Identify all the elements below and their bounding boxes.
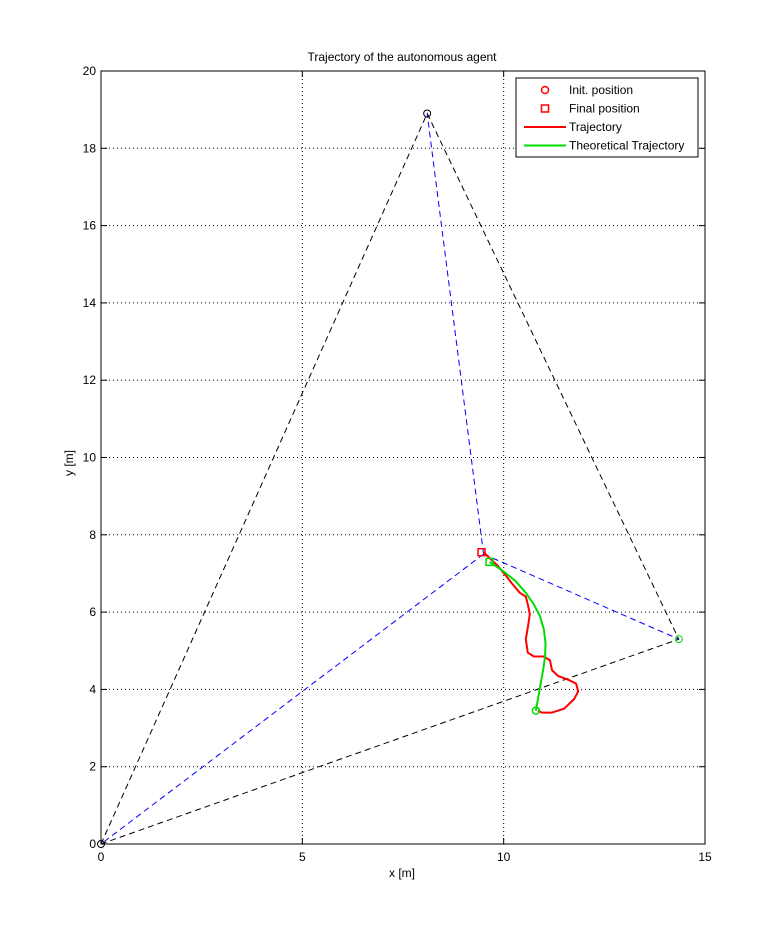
anchor-top	[423, 109, 432, 118]
range-line	[426, 113, 485, 555]
y-tick-label: 16	[83, 219, 97, 233]
y-tick-label: 0	[89, 837, 96, 851]
trajectory-line	[482, 551, 580, 714]
anchor-triangle	[100, 112, 680, 845]
axes	[100, 70, 706, 845]
chart-title: Trajectory of the autonomous agent	[308, 50, 498, 64]
legend-label: Final position	[569, 102, 640, 116]
x-axis-label: x [m]	[389, 866, 415, 880]
y-tick-label: 12	[83, 373, 97, 387]
legend: Init. position Final position Trajectory Th…	[515, 77, 699, 158]
range-line	[100, 553, 484, 845]
final-position-marker-theoretical	[485, 557, 494, 567]
final-position-marker	[477, 547, 486, 557]
theoretical-trajectory-line	[489, 561, 547, 711]
range-line	[483, 553, 680, 640]
x-tick-label: 10	[497, 850, 511, 864]
y-tick-label: 20	[83, 64, 97, 78]
y-tick-label: 2	[89, 760, 96, 774]
anchor-right	[674, 635, 683, 644]
x-tick-label: 15	[698, 850, 712, 864]
plot-markers	[97, 109, 683, 848]
plot-area	[100, 112, 680, 845]
y-tick-label: 8	[89, 528, 96, 542]
legend-label: Trajectory	[569, 120, 622, 134]
axes-box	[100, 70, 706, 845]
y-tick-label: 10	[83, 451, 97, 465]
y-axis-label: y [m]	[62, 450, 76, 476]
tick-labels: 0 5 10 15 0 2 4 6 8 10 12 14 16 18 20	[83, 64, 712, 864]
x-tick-label: 5	[299, 850, 306, 864]
init-position-marker	[531, 706, 541, 715]
anchor-origin	[97, 840, 105, 848]
y-tick-label: 6	[89, 605, 96, 619]
x-tick-label: 0	[98, 850, 105, 864]
y-tick-label: 4	[89, 682, 96, 696]
grid-lines	[101, 71, 705, 844]
y-tick-label: 14	[83, 296, 97, 310]
y-tick-label: 18	[83, 141, 97, 155]
legend-symbol-square	[540, 104, 550, 113]
legend-symbol-circle	[540, 85, 550, 95]
legend-box	[515, 77, 699, 158]
legend-label: Theoretical Trajectory	[569, 139, 684, 153]
legend-label: Init. position	[569, 83, 633, 97]
